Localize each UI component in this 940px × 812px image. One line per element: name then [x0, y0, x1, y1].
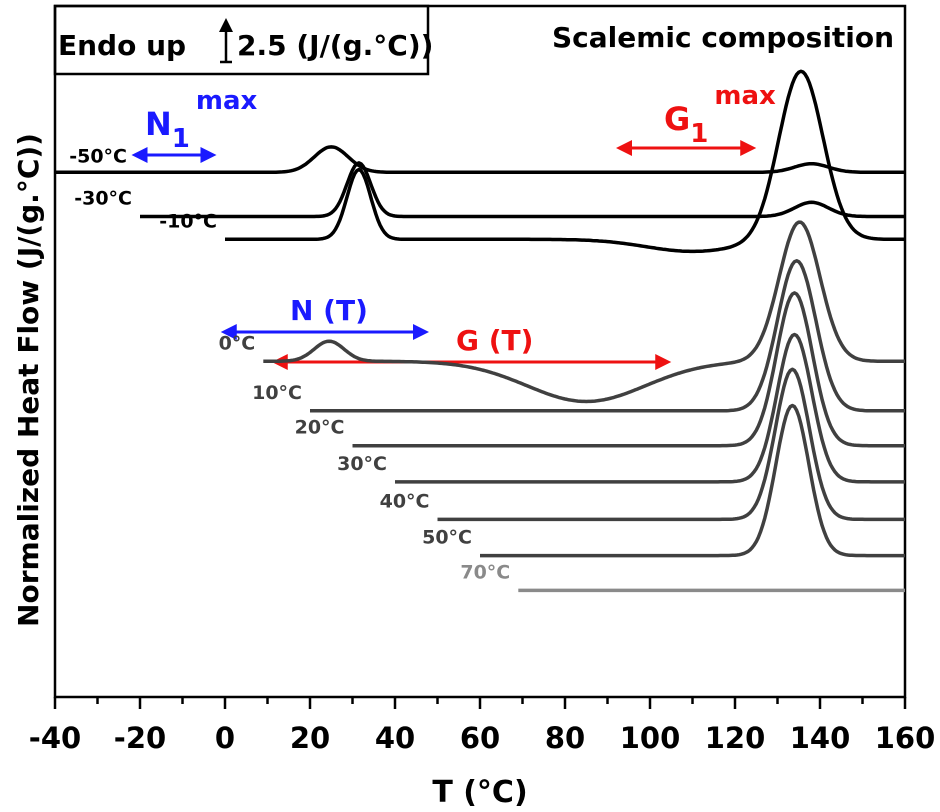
x-tick-label: 0: [215, 721, 235, 755]
nt-annotation: N (T): [220, 294, 429, 340]
n1-sub: 1: [172, 124, 190, 154]
scale-bar-frame: [53, 4, 430, 76]
svg-text:N1max: N1max: [145, 86, 258, 154]
g1-arrowhead-left-icon: [616, 140, 632, 156]
n1-arrowhead-right-icon: [200, 147, 217, 163]
curve-label-6: 30°C: [337, 453, 387, 475]
panel-label: Scalemic composition: [552, 21, 894, 54]
curve-label-8: 50°C: [422, 527, 472, 549]
curve-2: [225, 69, 905, 254]
curve-label-2: -10°C: [159, 210, 217, 232]
curve-1: [140, 161, 905, 219]
svg-text:G1max: G1max: [664, 81, 776, 149]
gt-arrowhead-right-icon: [655, 354, 672, 370]
x-tick-label: 160: [875, 721, 936, 755]
gt-label: G (T): [456, 324, 533, 357]
x-tick-label: 20: [290, 721, 330, 755]
curve-3: [263, 220, 905, 404]
x-axis-ticks: [53, 697, 907, 709]
g1-sup: max: [714, 81, 776, 111]
curve-labels: -50°C -30°C -10°C 0°C 10°C 20°C 30°C 40°C 50°C 70…: [69, 145, 510, 583]
scale-bar-prefix: Endo up: [58, 29, 186, 62]
g1-base: G: [664, 100, 690, 138]
curve-7: [437, 367, 905, 522]
g1-arrowhead-right-icon: [740, 140, 757, 156]
scale-bar-value: 2.5 (J/(g.°C)): [237, 29, 433, 62]
n1-base: N: [145, 105, 172, 143]
curve-4: [310, 259, 905, 413]
curve-label-4: 10°C: [252, 382, 302, 404]
curve-label-7: 40°C: [380, 490, 430, 512]
x-tick-label: 60: [460, 721, 500, 755]
curve-label-5: 20°C: [295, 417, 345, 439]
curve-8: [480, 403, 905, 558]
n1-arrowhead-left-icon: [131, 147, 148, 163]
curve-5: [352, 291, 905, 448]
curve-6: [395, 332, 905, 484]
x-axis-tick-labels: -40 -20 0 20 40 60 80 100 120 140 160: [29, 721, 935, 755]
g1-sub: 1: [690, 119, 708, 149]
x-tick-label: 40: [375, 721, 415, 755]
n1-sup: max: [196, 86, 258, 116]
curve-label-3: 0°C: [219, 332, 256, 354]
x-tick-label: -40: [29, 721, 81, 755]
y-axis-label: Normalized Heat Flow (J/(g.°C)): [12, 133, 45, 627]
curve-label-9: 70°C: [460, 561, 510, 583]
nt-label: N (T): [290, 294, 368, 327]
curve-label-1: -30°C: [74, 188, 132, 210]
x-tick-label: 140: [790, 721, 851, 755]
x-tick-label: 120: [705, 721, 766, 755]
g1-annotation: G1max: [616, 81, 776, 156]
curve-0: [55, 145, 905, 175]
x-axis-label: T (°C): [432, 775, 527, 810]
scale-bar-box: Endo up 2.5 (J/(g.°C)): [53, 4, 433, 76]
curve-label-0: -50°C: [69, 145, 127, 167]
x-tick-label: 100: [620, 721, 681, 755]
scale-arrow-icon: [219, 18, 233, 64]
curves: [55, 69, 905, 593]
x-tick-label: -20: [114, 721, 166, 755]
n1-annotation: N1max: [131, 86, 258, 163]
x-tick-label: 80: [545, 721, 585, 755]
nt-arrowhead-right-icon: [413, 324, 429, 340]
nt-arrowhead-left-icon: [220, 324, 237, 340]
